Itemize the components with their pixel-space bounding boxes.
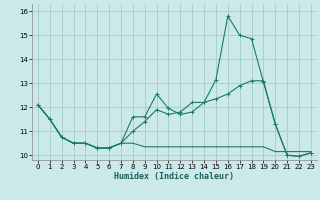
X-axis label: Humidex (Indice chaleur): Humidex (Indice chaleur) bbox=[115, 172, 234, 181]
